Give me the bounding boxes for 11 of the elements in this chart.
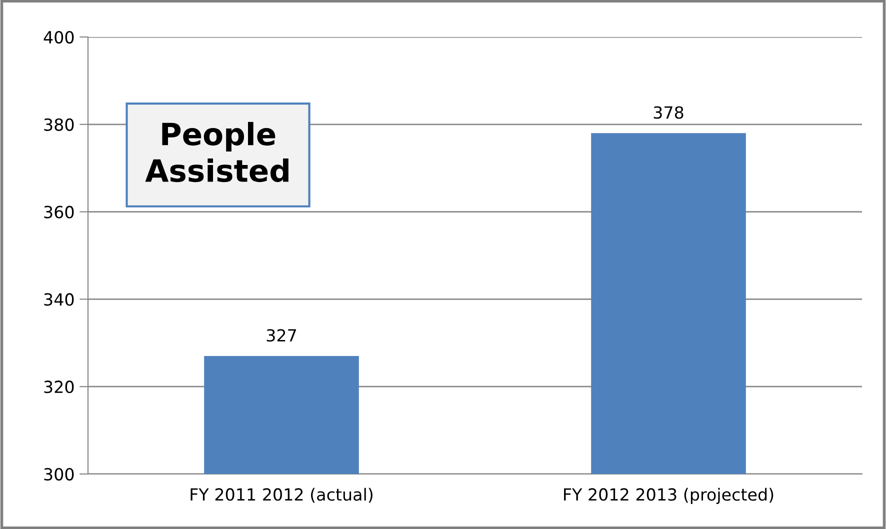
- y-tick-label: 320: [44, 380, 74, 394]
- text: People Assisted: [145, 122, 288, 182]
- y-tick-label: 380: [44, 118, 74, 131]
- y-tick-label: 360: [44, 206, 74, 218]
- data-label: 327: [266, 329, 296, 342]
- x-tick-label: FY 2011 2012 (actual): [190, 488, 372, 503]
- y-tick-label: 400: [44, 30, 74, 44]
- data-label: 378: [654, 106, 684, 119]
- y-tick-label: 300: [44, 468, 74, 481]
- x-tick-label: FY 2012 2013 (projected): [564, 488, 774, 504]
- y-tick-label: 340: [44, 293, 74, 306]
